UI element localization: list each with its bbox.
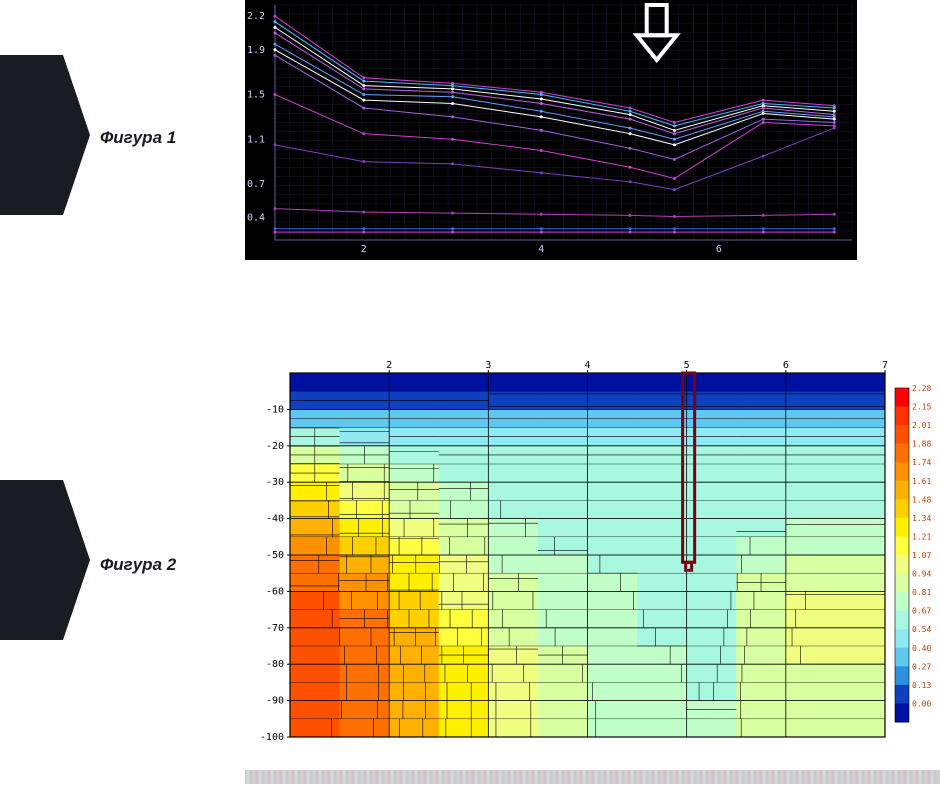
noise-strip: [245, 770, 940, 784]
svg-text:0.67: 0.67: [912, 607, 931, 616]
hex-shape: [0, 480, 90, 640]
svg-text:-40: -40: [266, 514, 284, 525]
figure2-caption: Фигура 2: [100, 555, 176, 575]
svg-text:2.15: 2.15: [912, 403, 931, 412]
svg-text:3: 3: [485, 360, 491, 371]
svg-text:1.5: 1.5: [247, 90, 265, 101]
svg-text:0.13: 0.13: [912, 681, 931, 690]
svg-text:4: 4: [584, 360, 590, 371]
svg-text:0.94: 0.94: [912, 570, 931, 579]
heatmap-chart-fig2: 2 3 4 5 6 7 -10 -20 -30 -40 -50 -60 -70 -80 -90 -100 2.…: [245, 355, 940, 745]
svg-text:1.61: 1.61: [912, 477, 931, 486]
svg-text:-50: -50: [266, 550, 284, 561]
svg-text:2.28: 2.28: [912, 384, 931, 393]
svg-text:1.74: 1.74: [912, 458, 931, 467]
svg-text:-70: -70: [266, 623, 284, 634]
heatmap-svg: 2 3 4 5 6 7 -10 -20 -30 -40 -50 -60 -70 -80 -90 -100 2.…: [245, 355, 940, 745]
svg-text:1.48: 1.48: [912, 495, 931, 504]
svg-text:1.34: 1.34: [912, 514, 931, 523]
svg-text:2.01: 2.01: [912, 421, 931, 430]
svg-text:1.21: 1.21: [912, 532, 931, 541]
svg-text:-90: -90: [266, 696, 284, 707]
svg-text:0.7: 0.7: [247, 179, 265, 190]
svg-text:1.9: 1.9: [247, 45, 265, 56]
svg-text:-30: -30: [266, 477, 284, 488]
svg-text:0.54: 0.54: [912, 625, 931, 634]
svg-text:4: 4: [538, 244, 544, 255]
svg-text:-100: -100: [260, 732, 284, 743]
hex-shape: [0, 55, 90, 215]
svg-text:1.88: 1.88: [912, 440, 931, 449]
svg-text:7: 7: [882, 360, 888, 371]
svg-text:0.27: 0.27: [912, 662, 931, 671]
svg-text:0.00: 0.00: [912, 699, 931, 708]
svg-text:0.4: 0.4: [247, 213, 265, 224]
svg-text:5: 5: [684, 360, 690, 371]
svg-text:6: 6: [716, 244, 722, 255]
svg-text:-80: -80: [266, 659, 284, 670]
svg-text:-60: -60: [266, 586, 284, 597]
svg-text:-10: -10: [266, 404, 284, 415]
svg-text:2: 2: [386, 360, 392, 371]
line-chart-svg: 0.4 0.7 1.1 1.5 1.9 2.2 2 4 6: [245, 0, 857, 260]
svg-text:1.07: 1.07: [912, 551, 931, 560]
figure1-caption: Фигура 1: [100, 128, 176, 148]
svg-text:0.40: 0.40: [912, 644, 931, 653]
svg-text:1.1: 1.1: [247, 134, 265, 145]
line-chart-fig1: 0.4 0.7 1.1 1.5 1.9 2.2 2 4 6: [245, 0, 857, 260]
svg-text:0.81: 0.81: [912, 588, 931, 597]
svg-text:2.2: 2.2: [247, 11, 265, 22]
svg-text:6: 6: [783, 360, 789, 371]
svg-text:-20: -20: [266, 441, 284, 452]
svg-text:2: 2: [361, 244, 367, 255]
